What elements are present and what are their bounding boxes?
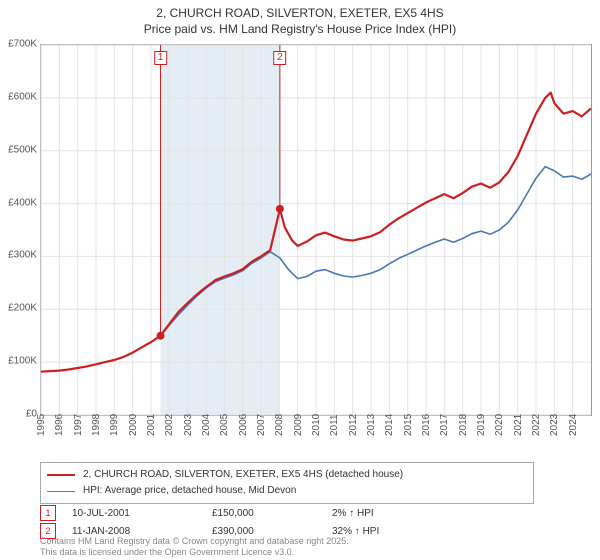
footer-line1: Contains HM Land Registry data © Crown c… (40, 536, 349, 547)
marker-flag-2: 2 (273, 51, 287, 65)
xtick: 2013 (366, 414, 377, 436)
xtick: 2006 (238, 414, 249, 436)
xtick: 2010 (311, 414, 322, 436)
legend-swatch-hpi (47, 491, 75, 492)
marker-date: 11-JAN-2008 (72, 526, 212, 537)
ytick: £700K (8, 39, 37, 50)
ytick: £200K (8, 303, 37, 314)
footer-line2: This data is licensed under the Open Gov… (40, 547, 349, 558)
marker-row: 1 10-JUL-2001£150,0002% ↑ HPI (40, 504, 590, 522)
title-sub: Price paid vs. HM Land Registry's House … (0, 22, 600, 38)
chart-svg (41, 45, 591, 415)
legend-row-price-paid: 2, CHURCH ROAD, SILVERTON, EXETER, EX5 4… (47, 467, 527, 483)
legend: 2, CHURCH ROAD, SILVERTON, EXETER, EX5 4… (40, 462, 534, 504)
ytick: £400K (8, 197, 37, 208)
marker-id-box: 1 (40, 505, 56, 521)
y-axis: £0£100K£200K£300K£400K£500K£600K£700K (0, 44, 40, 414)
xtick: 1995 (36, 414, 47, 436)
marker-delta: 32% ↑ HPI (332, 526, 472, 537)
xtick: 2024 (568, 414, 579, 436)
xtick: 2011 (329, 414, 340, 436)
xtick: 1999 (109, 414, 120, 436)
ytick: £600K (8, 91, 37, 102)
xtick: 1997 (73, 414, 84, 436)
marker-flag-1: 1 (154, 51, 168, 65)
xtick: 1998 (91, 414, 102, 436)
xtick: 2016 (421, 414, 432, 436)
xtick: 2003 (183, 414, 194, 436)
xtick: 2021 (513, 414, 524, 436)
chart-plot-area: 12 (40, 44, 592, 416)
xtick: 2001 (146, 414, 157, 436)
xtick: 2017 (439, 414, 450, 436)
marker-price: £150,000 (212, 508, 332, 519)
legend-row-hpi: HPI: Average price, detached house, Mid … (47, 483, 527, 499)
xtick: 2007 (256, 414, 267, 436)
xtick: 2012 (348, 414, 359, 436)
xtick: 2014 (384, 414, 395, 436)
xtick: 2015 (403, 414, 414, 436)
xtick: 2009 (293, 414, 304, 436)
xtick: 2000 (128, 414, 139, 436)
xtick: 2005 (219, 414, 230, 436)
xtick: 2004 (201, 414, 212, 436)
ytick: £500K (8, 144, 37, 155)
title-main: 2, CHURCH ROAD, SILVERTON, EXETER, EX5 4… (0, 6, 600, 22)
xtick: 2018 (458, 414, 469, 436)
xtick: 2002 (164, 414, 175, 436)
xtick: 2020 (494, 414, 505, 436)
legend-swatch-price-paid (47, 474, 75, 476)
xtick: 2023 (549, 414, 560, 436)
legend-label-price-paid: 2, CHURCH ROAD, SILVERTON, EXETER, EX5 4… (83, 467, 403, 483)
chart-title-block: 2, CHURCH ROAD, SILVERTON, EXETER, EX5 4… (0, 0, 600, 37)
x-axis: 1995199619971998199920002001200220032004… (40, 414, 590, 464)
ytick: £100K (8, 356, 37, 367)
xtick: 1996 (54, 414, 65, 436)
ytick: £300K (8, 250, 37, 261)
marker-table: 110-JUL-2001£150,0002% ↑ HPI211-JAN-2008… (40, 504, 590, 540)
xtick: 2019 (476, 414, 487, 436)
marker-price: £390,000 (212, 526, 332, 537)
xtick: 2008 (274, 414, 285, 436)
legend-label-hpi: HPI: Average price, detached house, Mid … (83, 483, 296, 499)
xtick: 2022 (531, 414, 542, 436)
footer: Contains HM Land Registry data © Crown c… (40, 536, 349, 558)
marker-delta: 2% ↑ HPI (332, 508, 472, 519)
marker-date: 10-JUL-2001 (72, 508, 212, 519)
